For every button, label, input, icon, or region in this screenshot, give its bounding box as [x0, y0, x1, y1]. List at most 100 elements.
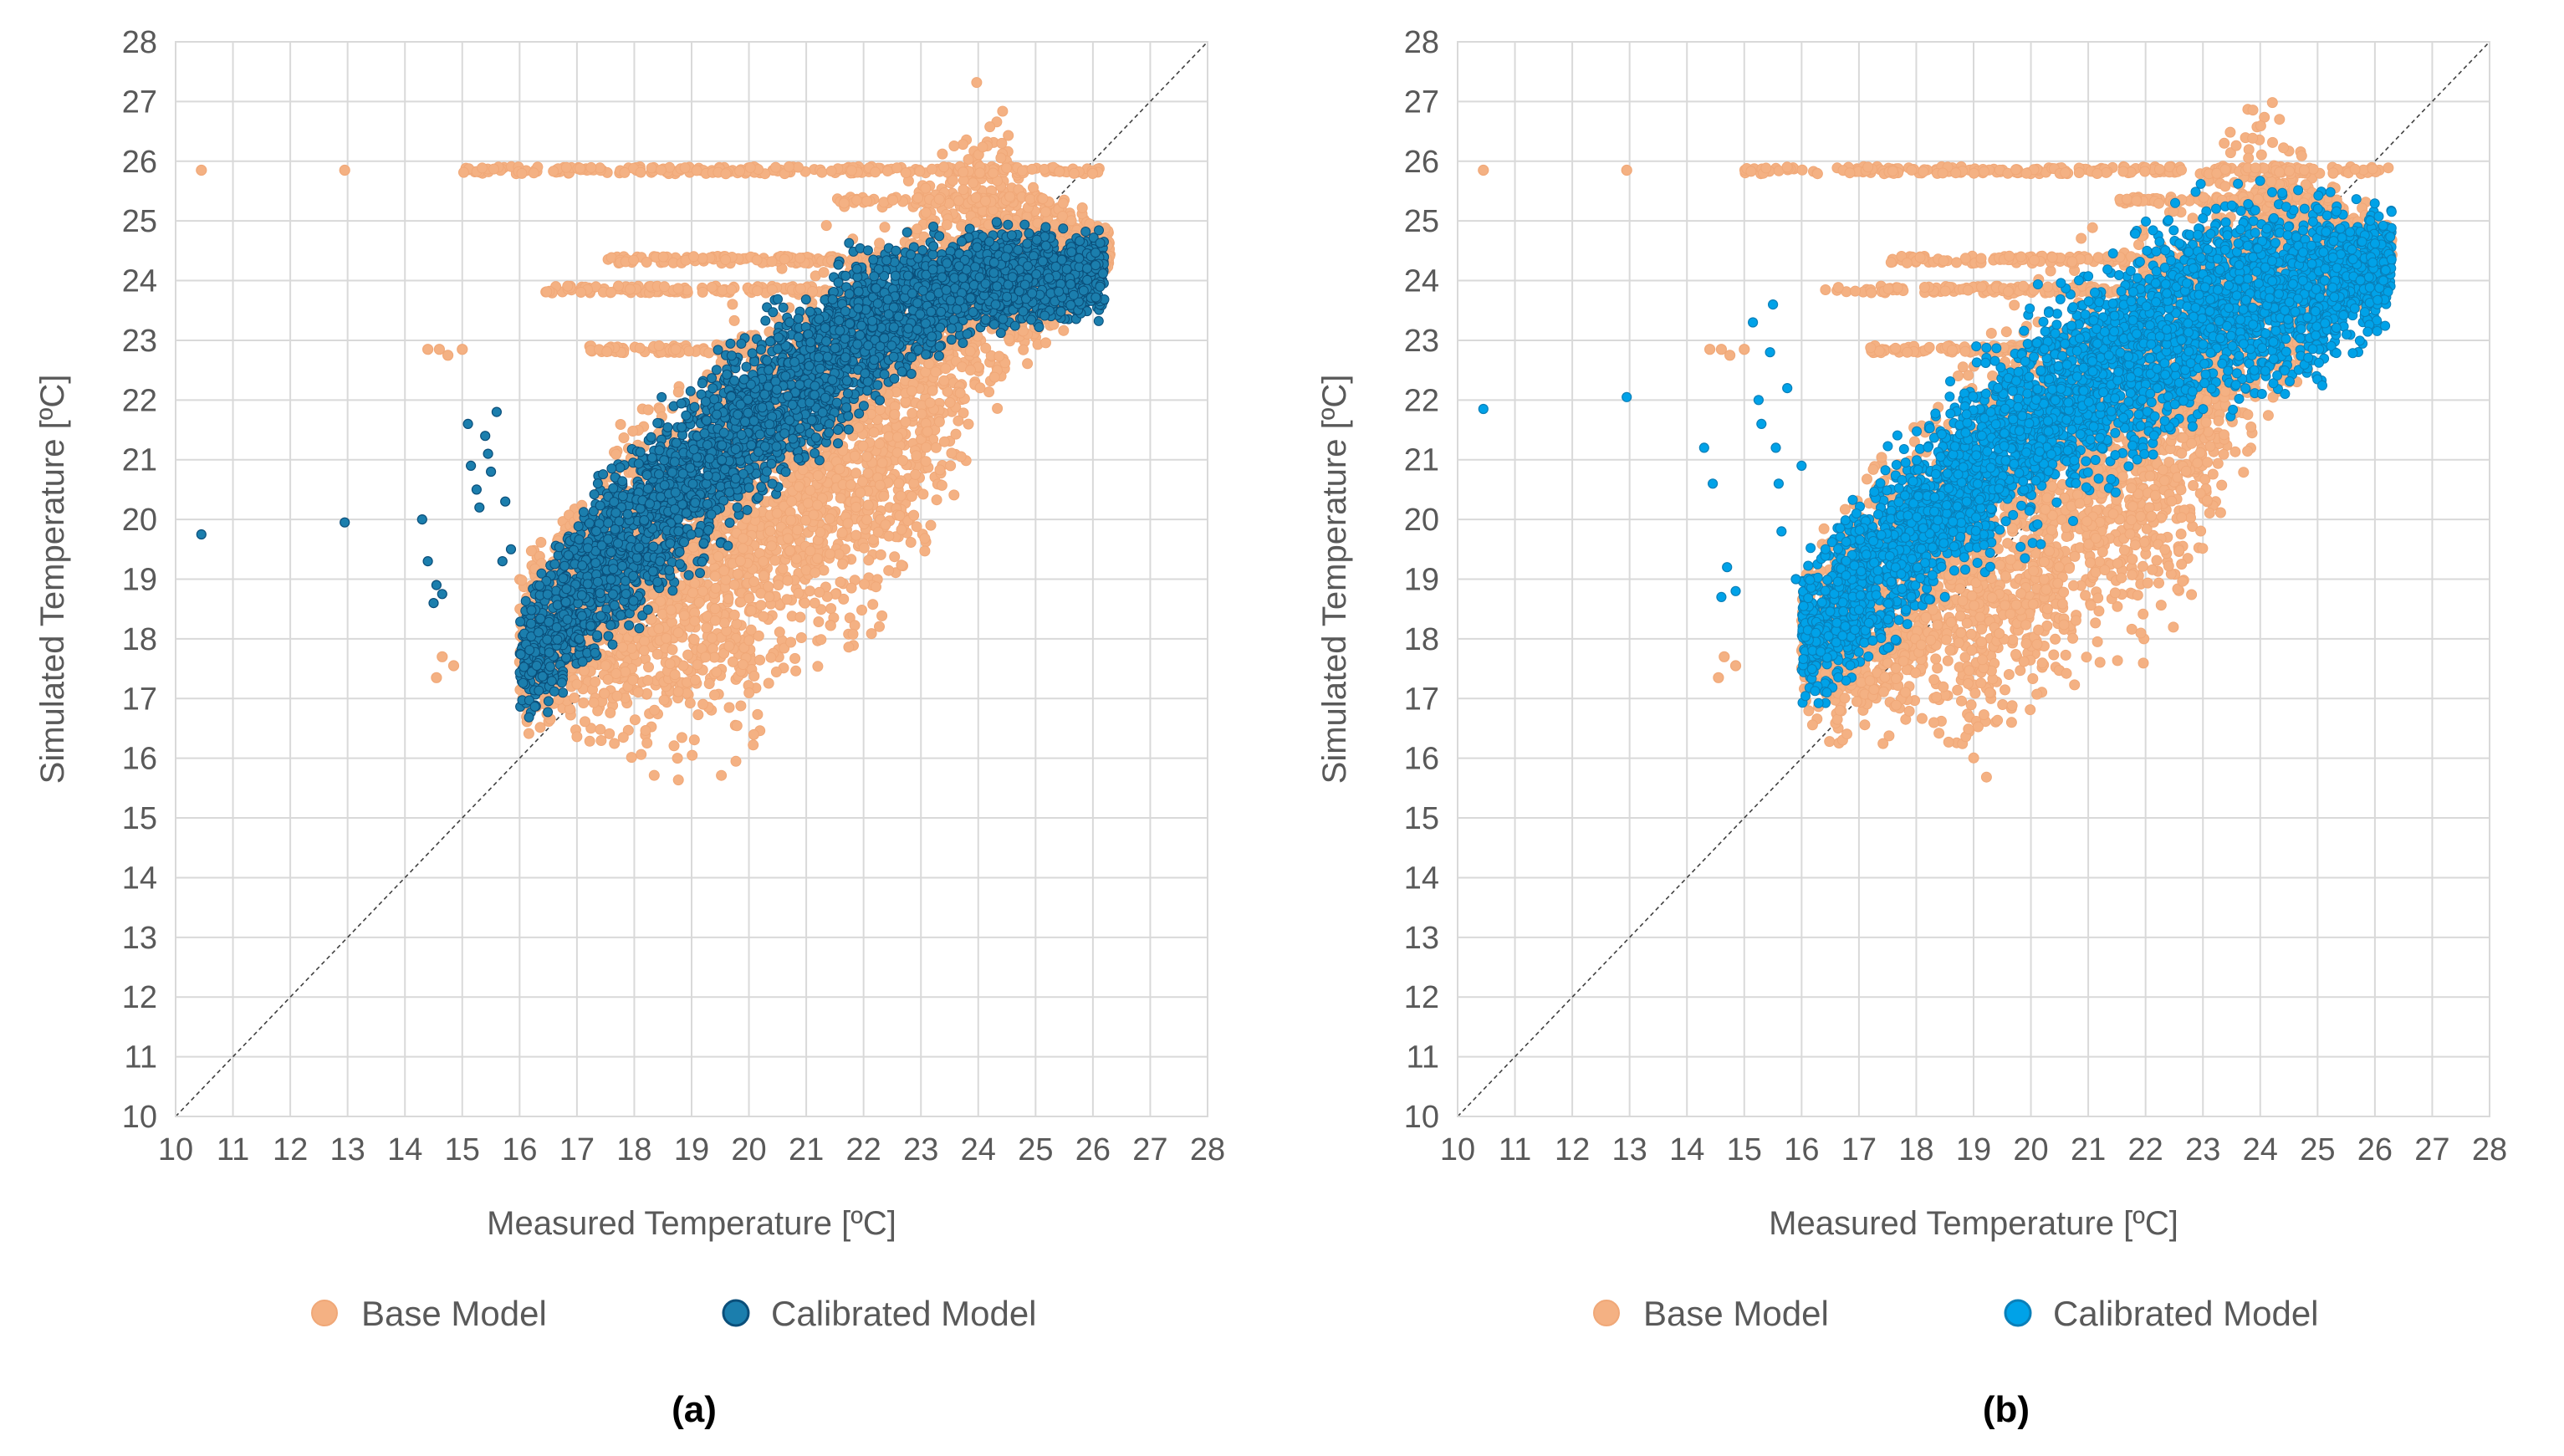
chart-a-base-point: [562, 280, 574, 292]
chart-a-base-point: [920, 207, 932, 218]
chart-a-base-point: [766, 256, 778, 268]
chart-a-base-point: [664, 658, 676, 670]
chart-a-base-point: [770, 667, 782, 677]
chart-a-base-point: [807, 286, 819, 297]
chart-a-base-point: [723, 702, 735, 713]
chart-a-base-point: [672, 774, 684, 786]
chart-a-base-point: [672, 627, 684, 638]
chart-a-base-point: [672, 686, 684, 697]
chart-a-base-point: [907, 407, 918, 419]
chart-a-base-point: [845, 582, 857, 594]
chart-a-base-point: [996, 137, 1008, 149]
chart-a-base-point: [737, 659, 748, 671]
chart-a-base-point: [585, 161, 597, 173]
chart-a-base-point: [697, 698, 709, 710]
chart-a-base-point: [580, 716, 590, 728]
chart-a-base-point: [528, 167, 539, 179]
chart-a-base-point: [516, 575, 528, 586]
chart-a-base-point: [627, 674, 639, 686]
chart-a-base-point: [689, 616, 701, 627]
chart-a-base-point: [900, 416, 912, 427]
chart-a-base-point: [642, 404, 654, 416]
chart-a-base-point: [672, 283, 684, 294]
chart-a-base-point: [964, 345, 976, 357]
chart-a-base-point: [534, 722, 546, 733]
chart-a-base-point: [866, 628, 877, 640]
chart-a-base-point: [944, 396, 956, 408]
chart-a-base-point: [911, 521, 922, 533]
chart-a-base-point: [619, 166, 631, 178]
chart-a-base-point: [693, 596, 705, 608]
chart-a-base-point: [921, 442, 932, 453]
chart-a-base-point: [847, 628, 859, 640]
chart-a-base-point: [516, 167, 528, 179]
chart-a-base-point: [876, 457, 888, 468]
chart-a-base-point: [625, 284, 636, 295]
chart-a-base-point: [883, 565, 895, 576]
chart-a-base-point: [575, 287, 587, 298]
chart-a-base-point: [659, 281, 670, 293]
chart-a-base-point: [782, 533, 794, 544]
chart-a-base-point: [900, 167, 912, 179]
chart-a-base-point: [897, 455, 909, 467]
chart-a-base-point: [795, 632, 807, 643]
chart-a-base-point: [850, 529, 862, 541]
chart-a-base-point: [868, 427, 880, 438]
chart-a-base-point: [718, 565, 730, 576]
chart-a-base-point: [1026, 163, 1038, 175]
chart-a-base-point: [731, 720, 743, 732]
chart-a-base-point: [878, 490, 890, 502]
chart-a-base-point: [997, 105, 1009, 117]
chart-a-base-point: [875, 404, 886, 416]
chart-a-base-point: [720, 168, 732, 180]
chart-a-base-point: [792, 524, 804, 536]
chart-a-base-point: [793, 587, 804, 599]
chart-a-base-point: [641, 738, 653, 748]
chart-a-base-point: [657, 251, 669, 263]
chart-a-base-point: [879, 222, 891, 233]
chart-a-base-point: [838, 593, 850, 605]
chart-a-base-point: [811, 553, 823, 565]
chart-a-base-point: [933, 416, 945, 427]
chart-a-base-point: [812, 470, 824, 482]
chart-a-base-series: [196, 77, 1116, 786]
chart-a-base-point: [752, 285, 764, 297]
chart-a-base-point: [683, 345, 695, 357]
chart-a-base-point: [937, 148, 948, 160]
chart-a-base-point: [748, 670, 760, 682]
chart-a-base-point: [628, 254, 640, 266]
chart-a-base-point: [1004, 333, 1015, 345]
chart-a-base-point: [687, 541, 699, 553]
chart-a-base-point: [800, 565, 812, 576]
chart-a-base-point: [1058, 324, 1070, 336]
chart-a-base-point: [748, 576, 759, 587]
chart-a-base-point: [595, 735, 607, 746]
chart-a-base-point: [880, 519, 891, 530]
chart-a-base-point: [914, 166, 926, 177]
chart-a-base-point: [980, 342, 992, 354]
chart-a-base-point: [855, 487, 866, 498]
chart-a-base-point: [731, 618, 743, 630]
chart-a-base-point: [925, 519, 937, 531]
chart-a-base-point: [588, 697, 600, 708]
chart-a-base-point: [773, 580, 784, 590]
chart-a-base-point: [974, 167, 986, 179]
chart-a-base-point: [1068, 167, 1080, 179]
chart-a-base-point: [930, 366, 942, 378]
chart-a-base-point: [617, 732, 629, 743]
chart-a-base-point: [793, 481, 804, 493]
chart-a-base-point: [825, 603, 837, 615]
chart-a-base-point: [710, 582, 722, 594]
chart-a-base-point: [700, 651, 712, 663]
chart-a-base-point: [1001, 162, 1013, 174]
chart-a-base-point: [835, 493, 846, 503]
chart-a-base-point: [956, 220, 968, 232]
chart-a-base-point: [605, 287, 617, 298]
chart-a-base-point: [845, 165, 857, 176]
chart-a-base-point: [763, 580, 774, 592]
chart-a-base-point: [1017, 165, 1028, 176]
chart-a-base-point: [814, 586, 825, 598]
chart-a-base-point: [1022, 358, 1034, 370]
chart-a-base-point: [764, 591, 775, 603]
chart-a-base-point: [706, 282, 718, 293]
